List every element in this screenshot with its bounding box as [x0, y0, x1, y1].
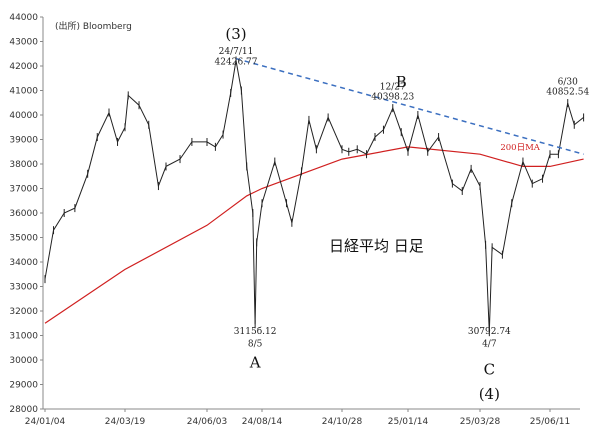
annotation-label: 12/27 — [380, 82, 406, 92]
y-tick-label: 28000 — [9, 405, 38, 415]
x-axis-ticks: 24/01/04 24/03/19 24/06/03 24/08/14 24/10/28… — [25, 409, 570, 427]
annotation-label: 40398.23 — [371, 92, 414, 102]
price-line — [44, 60, 584, 333]
y-tick-label: 41000 — [9, 87, 38, 97]
trendline-layer — [235, 57, 584, 155]
y-tick-label: 38000 — [9, 160, 38, 170]
x-tick-label: 24/08/14 — [242, 417, 283, 427]
annotation-label: 4/7 — [482, 339, 497, 349]
y-tick-label: 30000 — [9, 356, 38, 366]
chart-title: 日経平均 日足 — [329, 237, 424, 255]
x-tick-label: 24/06/03 — [187, 417, 227, 427]
y-tick-label: 29000 — [9, 381, 38, 391]
annotation-wave: B — [396, 73, 407, 91]
annotation-series-label: 200日MA — [500, 143, 540, 153]
x-tick-label: 25/01/14 — [388, 417, 429, 427]
y-tick-label: 35000 — [9, 234, 38, 244]
y-tick-label: 40000 — [9, 111, 38, 121]
annotation-wave: A — [249, 353, 261, 371]
y-tick-label: 37000 — [9, 185, 38, 195]
y-tick-label: 43000 — [9, 38, 38, 48]
annotation-label: 24/7/11 — [219, 47, 254, 57]
x-tick-label: 24/03/19 — [105, 417, 146, 427]
annotation-label: 42426.77 — [215, 57, 258, 67]
x-tick-label: 24/01/04 — [25, 417, 66, 427]
x-tick-label: 24/10/28 — [322, 417, 363, 427]
y-tick-label: 33000 — [9, 283, 38, 293]
annotation-label: 6/30 — [558, 78, 578, 88]
y-tick-label: 31000 — [9, 332, 38, 342]
source-label: (出所) Bloomberg — [55, 20, 132, 32]
y-tick-label: 34000 — [9, 258, 38, 268]
y-tick-label: 42000 — [9, 62, 38, 72]
ema-layer — [44, 146, 584, 324]
price-layer — [44, 56, 585, 337]
x-tick-label: 25/06/11 — [530, 417, 570, 427]
x-tick-label: 25/03/28 — [460, 417, 501, 427]
annotation-wave: (4) — [479, 385, 500, 403]
y-tick-label: 36000 — [9, 209, 38, 219]
annotation-wave: C — [484, 361, 495, 379]
y-tick-label: 32000 — [9, 307, 38, 317]
annotation-label: 8/5 — [248, 339, 263, 349]
annotation-label: 3115б.12 — [234, 326, 277, 337]
annotation-label: 40852.54 — [546, 87, 589, 97]
annotation-label: 30792.74 — [468, 327, 511, 337]
downtrend-line — [235, 57, 584, 155]
y-axis-ticks: 28000 29000 30000 31000 32000 33000 34000 35000… — [9, 13, 43, 415]
ema-200-line — [44, 146, 584, 324]
y-tick-label: 39000 — [9, 136, 38, 146]
annotation-wave: (3) — [225, 25, 246, 43]
y-tick-label: 44000 — [9, 13, 38, 23]
